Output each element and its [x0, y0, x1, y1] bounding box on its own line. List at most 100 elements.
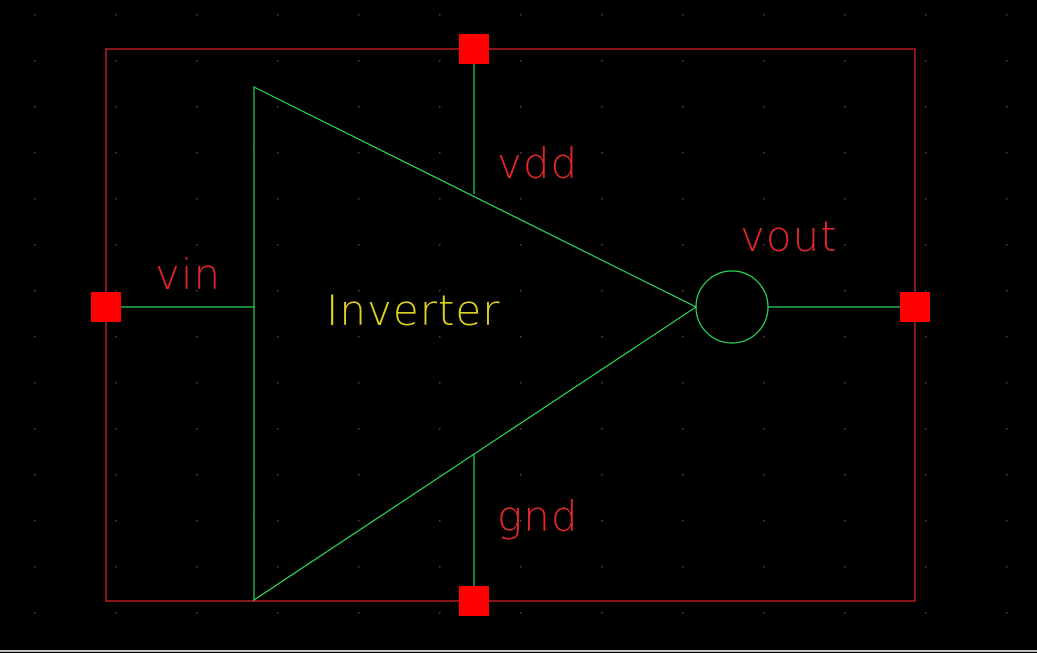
grid-dot — [439, 520, 441, 522]
pin-vin[interactable] — [91, 292, 121, 322]
grid-dot — [115, 474, 117, 476]
grid-dot — [1006, 566, 1008, 568]
grid-dot — [439, 336, 441, 338]
grid-dot — [1006, 106, 1008, 108]
grid-dot — [196, 152, 198, 154]
grid-dot — [358, 520, 360, 522]
grid-dot — [844, 198, 846, 200]
grid-dot — [115, 382, 117, 384]
grid-dot — [844, 474, 846, 476]
grid-dot — [277, 520, 279, 522]
grid-dot — [439, 152, 441, 154]
grid-dot — [925, 336, 927, 338]
grid-dot — [115, 106, 117, 108]
grid-dot — [520, 244, 522, 246]
grid-dot — [196, 14, 198, 16]
grid-dot — [277, 14, 279, 16]
grid-dot — [1006, 428, 1008, 430]
grid-dot — [520, 474, 522, 476]
grid-dot — [520, 106, 522, 108]
pin-vout[interactable] — [900, 292, 930, 322]
grid-dot — [196, 198, 198, 200]
grid-dot — [358, 382, 360, 384]
grid-dot — [34, 612, 36, 614]
grid-dot — [682, 566, 684, 568]
grid-dot — [1006, 336, 1008, 338]
grid-dot — [277, 566, 279, 568]
grid-dot — [196, 106, 198, 108]
grid-dot — [925, 152, 927, 154]
grid-dot — [439, 566, 441, 568]
grid-dot — [34, 566, 36, 568]
grid-dot — [439, 428, 441, 430]
grid-dot — [34, 336, 36, 338]
grid-dot — [844, 612, 846, 614]
grid-dot — [277, 382, 279, 384]
grid-dot — [1006, 612, 1008, 614]
grid-dot — [763, 382, 765, 384]
grid-dot — [601, 474, 603, 476]
grid-dot — [277, 106, 279, 108]
grid-dot — [763, 428, 765, 430]
label-vin: vin — [155, 250, 221, 299]
pin-gnd[interactable] — [459, 586, 489, 616]
pin-vdd[interactable] — [459, 34, 489, 64]
grid-dot — [763, 244, 765, 246]
grid-dot — [277, 474, 279, 476]
grid-dot — [520, 566, 522, 568]
grid-dot — [844, 520, 846, 522]
grid-dot — [358, 474, 360, 476]
inversion-bubble[interactable] — [695, 270, 769, 344]
grid-dot — [844, 290, 846, 292]
grid-dot — [763, 612, 765, 614]
grid-dot — [358, 290, 360, 292]
grid-dot — [358, 14, 360, 16]
grid-dot — [358, 106, 360, 108]
grid-dot — [601, 566, 603, 568]
grid-dot — [115, 566, 117, 568]
grid-dot — [358, 244, 360, 246]
grid-dot — [439, 198, 441, 200]
grid-dot — [763, 60, 765, 62]
grid-dot — [925, 60, 927, 62]
grid-dot — [520, 14, 522, 16]
grid-dot — [601, 244, 603, 246]
grid-dot — [196, 336, 198, 338]
grid-dot — [682, 152, 684, 154]
grid-dot — [601, 428, 603, 430]
grid-dot — [358, 152, 360, 154]
grid-dot — [925, 566, 927, 568]
grid-dot — [682, 520, 684, 522]
grid-dot — [34, 382, 36, 384]
grid-dot — [763, 198, 765, 200]
grid-dot — [520, 336, 522, 338]
grid-dot — [844, 152, 846, 154]
grid-dot — [196, 244, 198, 246]
grid-dot — [601, 152, 603, 154]
grid-dot — [1006, 474, 1008, 476]
grid-dot — [1006, 14, 1008, 16]
grid-dot — [682, 14, 684, 16]
grid-dot — [682, 106, 684, 108]
grid-dot — [196, 428, 198, 430]
grid-dot — [925, 14, 927, 16]
grid-dot — [925, 382, 927, 384]
grid-dot — [115, 198, 117, 200]
grid-dot — [844, 336, 846, 338]
grid-dot — [520, 152, 522, 154]
grid-dot — [520, 290, 522, 292]
grid-dot — [439, 474, 441, 476]
grid-dot — [439, 382, 441, 384]
grid-dot — [358, 198, 360, 200]
grid-dot — [601, 198, 603, 200]
grid-dot — [358, 428, 360, 430]
grid-dot — [1006, 152, 1008, 154]
grid-dot — [682, 382, 684, 384]
grid-dot — [34, 520, 36, 522]
inverter-triangle-body[interactable] — [253, 86, 698, 602]
grid-dot — [277, 336, 279, 338]
grid-dot — [34, 60, 36, 62]
grid-dot — [115, 612, 117, 614]
